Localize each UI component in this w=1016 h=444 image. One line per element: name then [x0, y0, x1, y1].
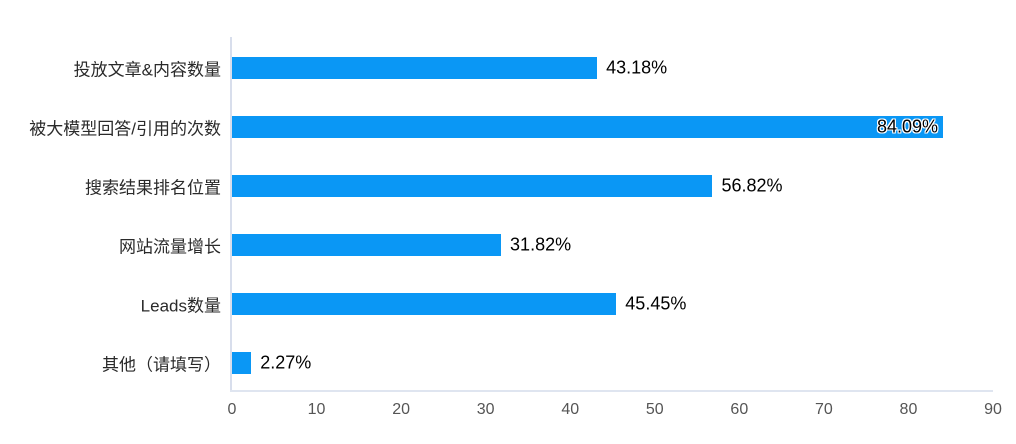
bar: [232, 174, 713, 197]
x-axis-tick-label: 60: [730, 401, 749, 418]
bar: [232, 115, 944, 138]
chart-row-4: Leads数量 45.45%: [0, 274, 1016, 333]
category-label: 搜索结果排名位置: [85, 178, 221, 197]
x-axis-tick-label: 20: [392, 401, 411, 418]
value-label: 2.27%: [260, 352, 312, 372]
category-label: Leads数量: [140, 296, 221, 315]
bar: [232, 292, 617, 315]
category-label: 投放文章&内容数量: [73, 60, 221, 79]
x-axis-tick-label: 30: [476, 401, 495, 418]
x-axis-tick-label: 0: [227, 401, 237, 418]
chart-row-2: 搜索结果排名位置 56.82%: [0, 156, 1016, 215]
x-axis-line: [230, 390, 993, 392]
category-label: 被大模型回答/引用的次数: [29, 119, 221, 138]
x-axis-tick-label: 40: [561, 401, 580, 418]
category-label: 其他（请填写）: [102, 355, 221, 374]
value-label: 84.09%: [876, 116, 939, 136]
category-label: 网站流量增长: [119, 237, 221, 256]
value-label: 31.82%: [510, 234, 572, 254]
value-label: 56.82%: [721, 175, 783, 195]
chart-row-3: 网站流量增长 31.82%: [0, 215, 1016, 274]
x-axis-tick-label: 50: [645, 401, 664, 418]
chart-row-5: 其他（请填写） 2.27%: [0, 333, 1016, 392]
value-label: 45.45%: [625, 293, 687, 313]
chart-row-0: 投放文章&内容数量 43.18%: [0, 38, 1016, 97]
x-axis-tick-label: 80: [899, 401, 918, 418]
y-axis-line: [230, 37, 232, 392]
chart-row-1: 被大模型回答/引用的次数 84.09%: [0, 97, 1016, 156]
x-axis-tick-label: 10: [307, 401, 326, 418]
x-axis-tick-label: 70: [814, 401, 833, 418]
value-label: 43.18%: [606, 57, 668, 77]
x-axis-tick-label: 90: [984, 401, 1002, 418]
bar: [232, 233, 502, 256]
bar: [232, 56, 598, 79]
bar: [232, 351, 252, 374]
